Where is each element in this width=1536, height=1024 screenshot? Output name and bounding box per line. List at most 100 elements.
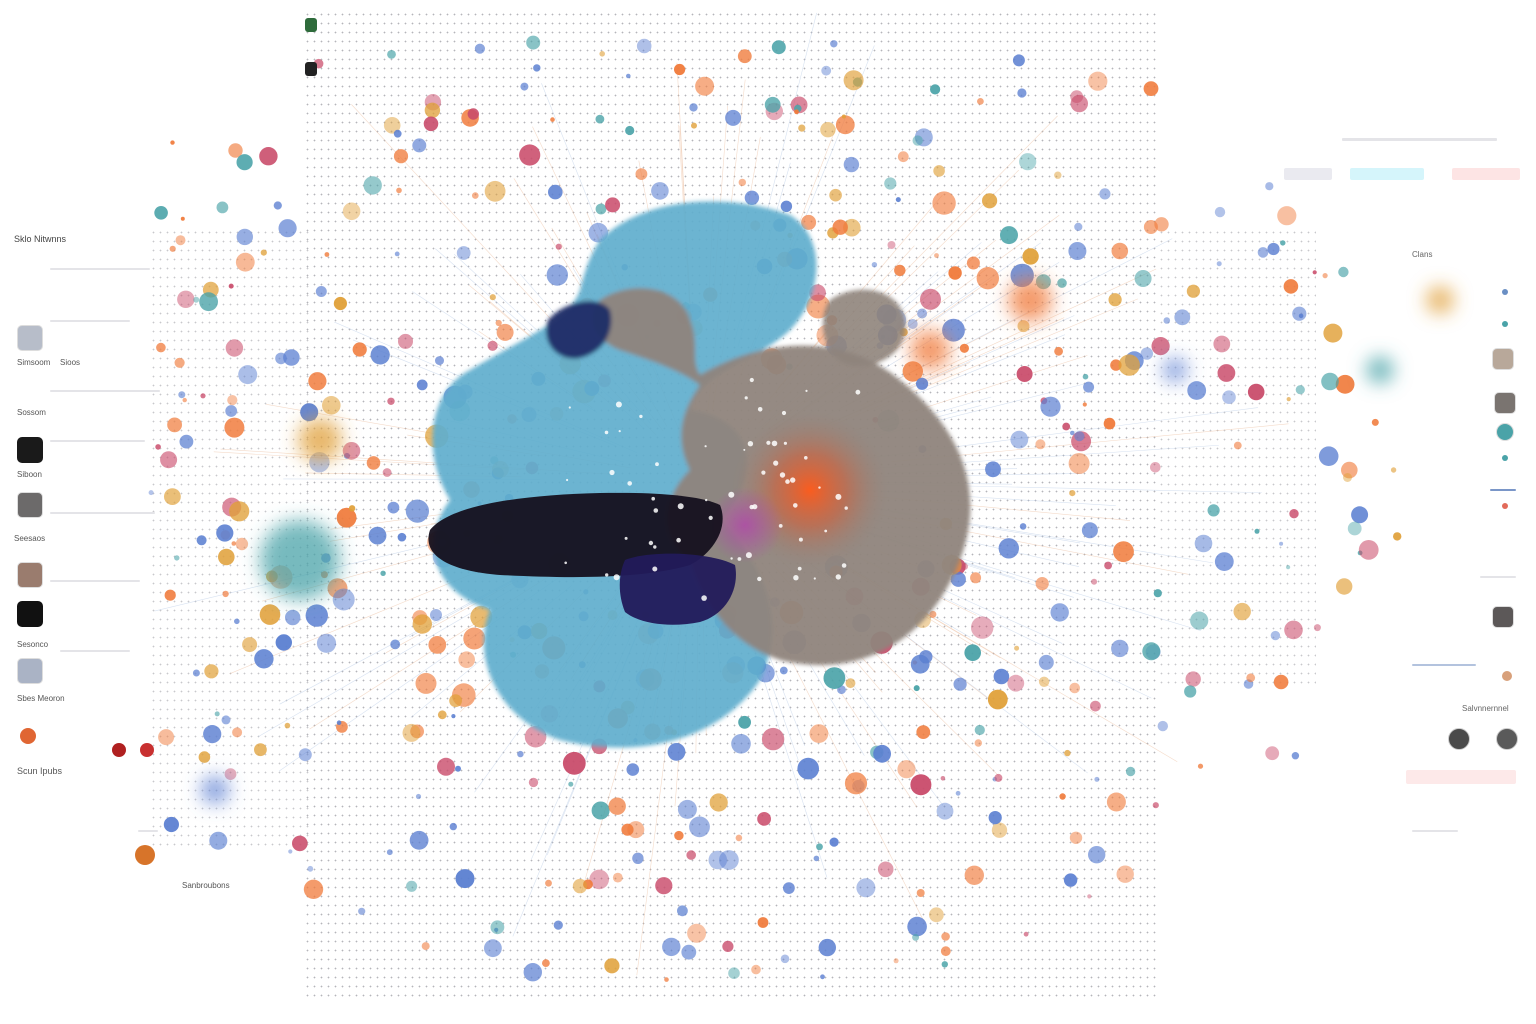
network-node[interactable] [235,252,255,272]
network-node[interactable] [517,750,524,758]
network-node[interactable] [221,715,231,725]
network-node[interactable] [390,639,401,650]
network-node[interactable] [1023,931,1029,937]
network-node[interactable] [458,651,476,668]
network-node[interactable] [964,865,984,885]
network-node[interactable] [1184,685,1197,698]
network-node[interactable] [731,734,751,754]
network-node[interactable] [1094,776,1100,782]
network-node[interactable] [519,144,541,166]
network-node[interactable] [1134,270,1152,287]
network-node[interactable] [463,627,486,650]
network-node[interactable] [974,724,985,736]
network-node[interactable] [1113,541,1134,562]
network-node[interactable] [636,38,652,54]
network-node[interactable] [955,790,961,796]
network-node[interactable] [934,253,939,258]
sidebar-thumb[interactable] [17,492,43,518]
network-node[interactable] [655,877,673,895]
network-node[interactable] [216,524,234,542]
network-node[interactable] [1063,873,1078,887]
network-node[interactable] [437,757,455,776]
network-node[interactable] [1351,506,1369,524]
network-node[interactable] [222,590,229,598]
network-node[interactable] [1322,273,1328,279]
network-node[interactable] [203,725,222,744]
network-node[interactable] [1116,865,1134,883]
network-node[interactable] [1336,578,1353,595]
tab-first[interactable] [1284,168,1332,180]
network-node[interactable] [178,391,186,399]
network-node[interactable] [1214,552,1234,571]
network-node[interactable] [455,869,475,889]
network-node[interactable] [284,722,291,729]
network-node[interactable] [1197,763,1204,769]
network-node[interactable] [545,879,552,887]
network-node[interactable] [382,468,392,477]
network-node[interactable] [761,727,785,751]
network-node[interactable] [409,830,429,850]
network-node[interactable] [626,73,631,79]
network-node[interactable] [393,149,409,164]
network-node[interactable] [1050,603,1069,622]
network-node[interactable] [495,319,502,327]
network-node[interactable] [174,555,180,561]
network-node[interactable] [744,190,760,205]
network-node[interactable] [910,774,932,796]
network-node[interactable] [1341,461,1358,479]
network-node[interactable] [737,49,752,64]
network-node[interactable] [1074,431,1085,442]
network-node[interactable] [1222,390,1236,405]
network-node[interactable] [910,654,930,674]
network-node[interactable] [196,535,207,546]
network-node[interactable] [632,852,644,864]
network-node[interactable] [625,125,635,136]
network-node[interactable] [936,802,954,820]
network-node[interactable] [856,878,876,898]
tab-second[interactable] [1350,168,1424,180]
network-node[interactable] [472,192,479,199]
network-node[interactable] [449,694,462,708]
network-node[interactable] [175,235,186,246]
network-node[interactable] [977,98,984,105]
network-node[interactable] [259,147,278,166]
network-node[interactable] [259,604,281,625]
red-swatch-icon[interactable] [112,743,126,757]
network-node[interactable] [1323,323,1343,343]
network-node[interactable] [902,361,923,382]
network-node[interactable] [994,773,1003,782]
network-node[interactable] [991,822,1008,838]
network-node[interactable] [1273,674,1289,690]
network-node[interactable] [844,772,868,795]
network-node[interactable] [1265,746,1280,761]
network-node[interactable] [801,214,817,230]
network-node[interactable] [691,122,697,129]
network-node[interactable] [709,793,728,812]
network-node[interactable] [234,618,240,625]
network-node[interactable] [1010,430,1029,449]
network-node[interactable] [232,727,243,738]
network-node[interactable] [1284,620,1303,640]
network-node[interactable] [893,958,899,964]
network-node[interactable] [708,850,728,870]
network-node[interactable] [1152,802,1159,809]
network-node[interactable] [307,865,314,872]
network-node[interactable] [292,835,308,852]
network-node[interactable] [533,64,541,72]
network-node[interactable] [1081,522,1098,539]
network-node[interactable] [1111,639,1129,658]
network-node[interactable] [214,711,220,717]
network-node[interactable] [273,201,282,210]
network-node[interactable] [1283,279,1299,294]
network-node[interactable] [526,35,541,50]
network-node[interactable] [941,932,950,941]
network-node[interactable] [1143,220,1158,234]
network-node[interactable] [887,241,896,249]
network-node[interactable] [288,849,293,854]
network-node[interactable] [895,197,901,203]
network-node[interactable] [599,51,605,57]
network-node[interactable] [546,264,568,286]
network-node[interactable] [920,288,941,310]
network-node[interactable] [1279,541,1284,546]
